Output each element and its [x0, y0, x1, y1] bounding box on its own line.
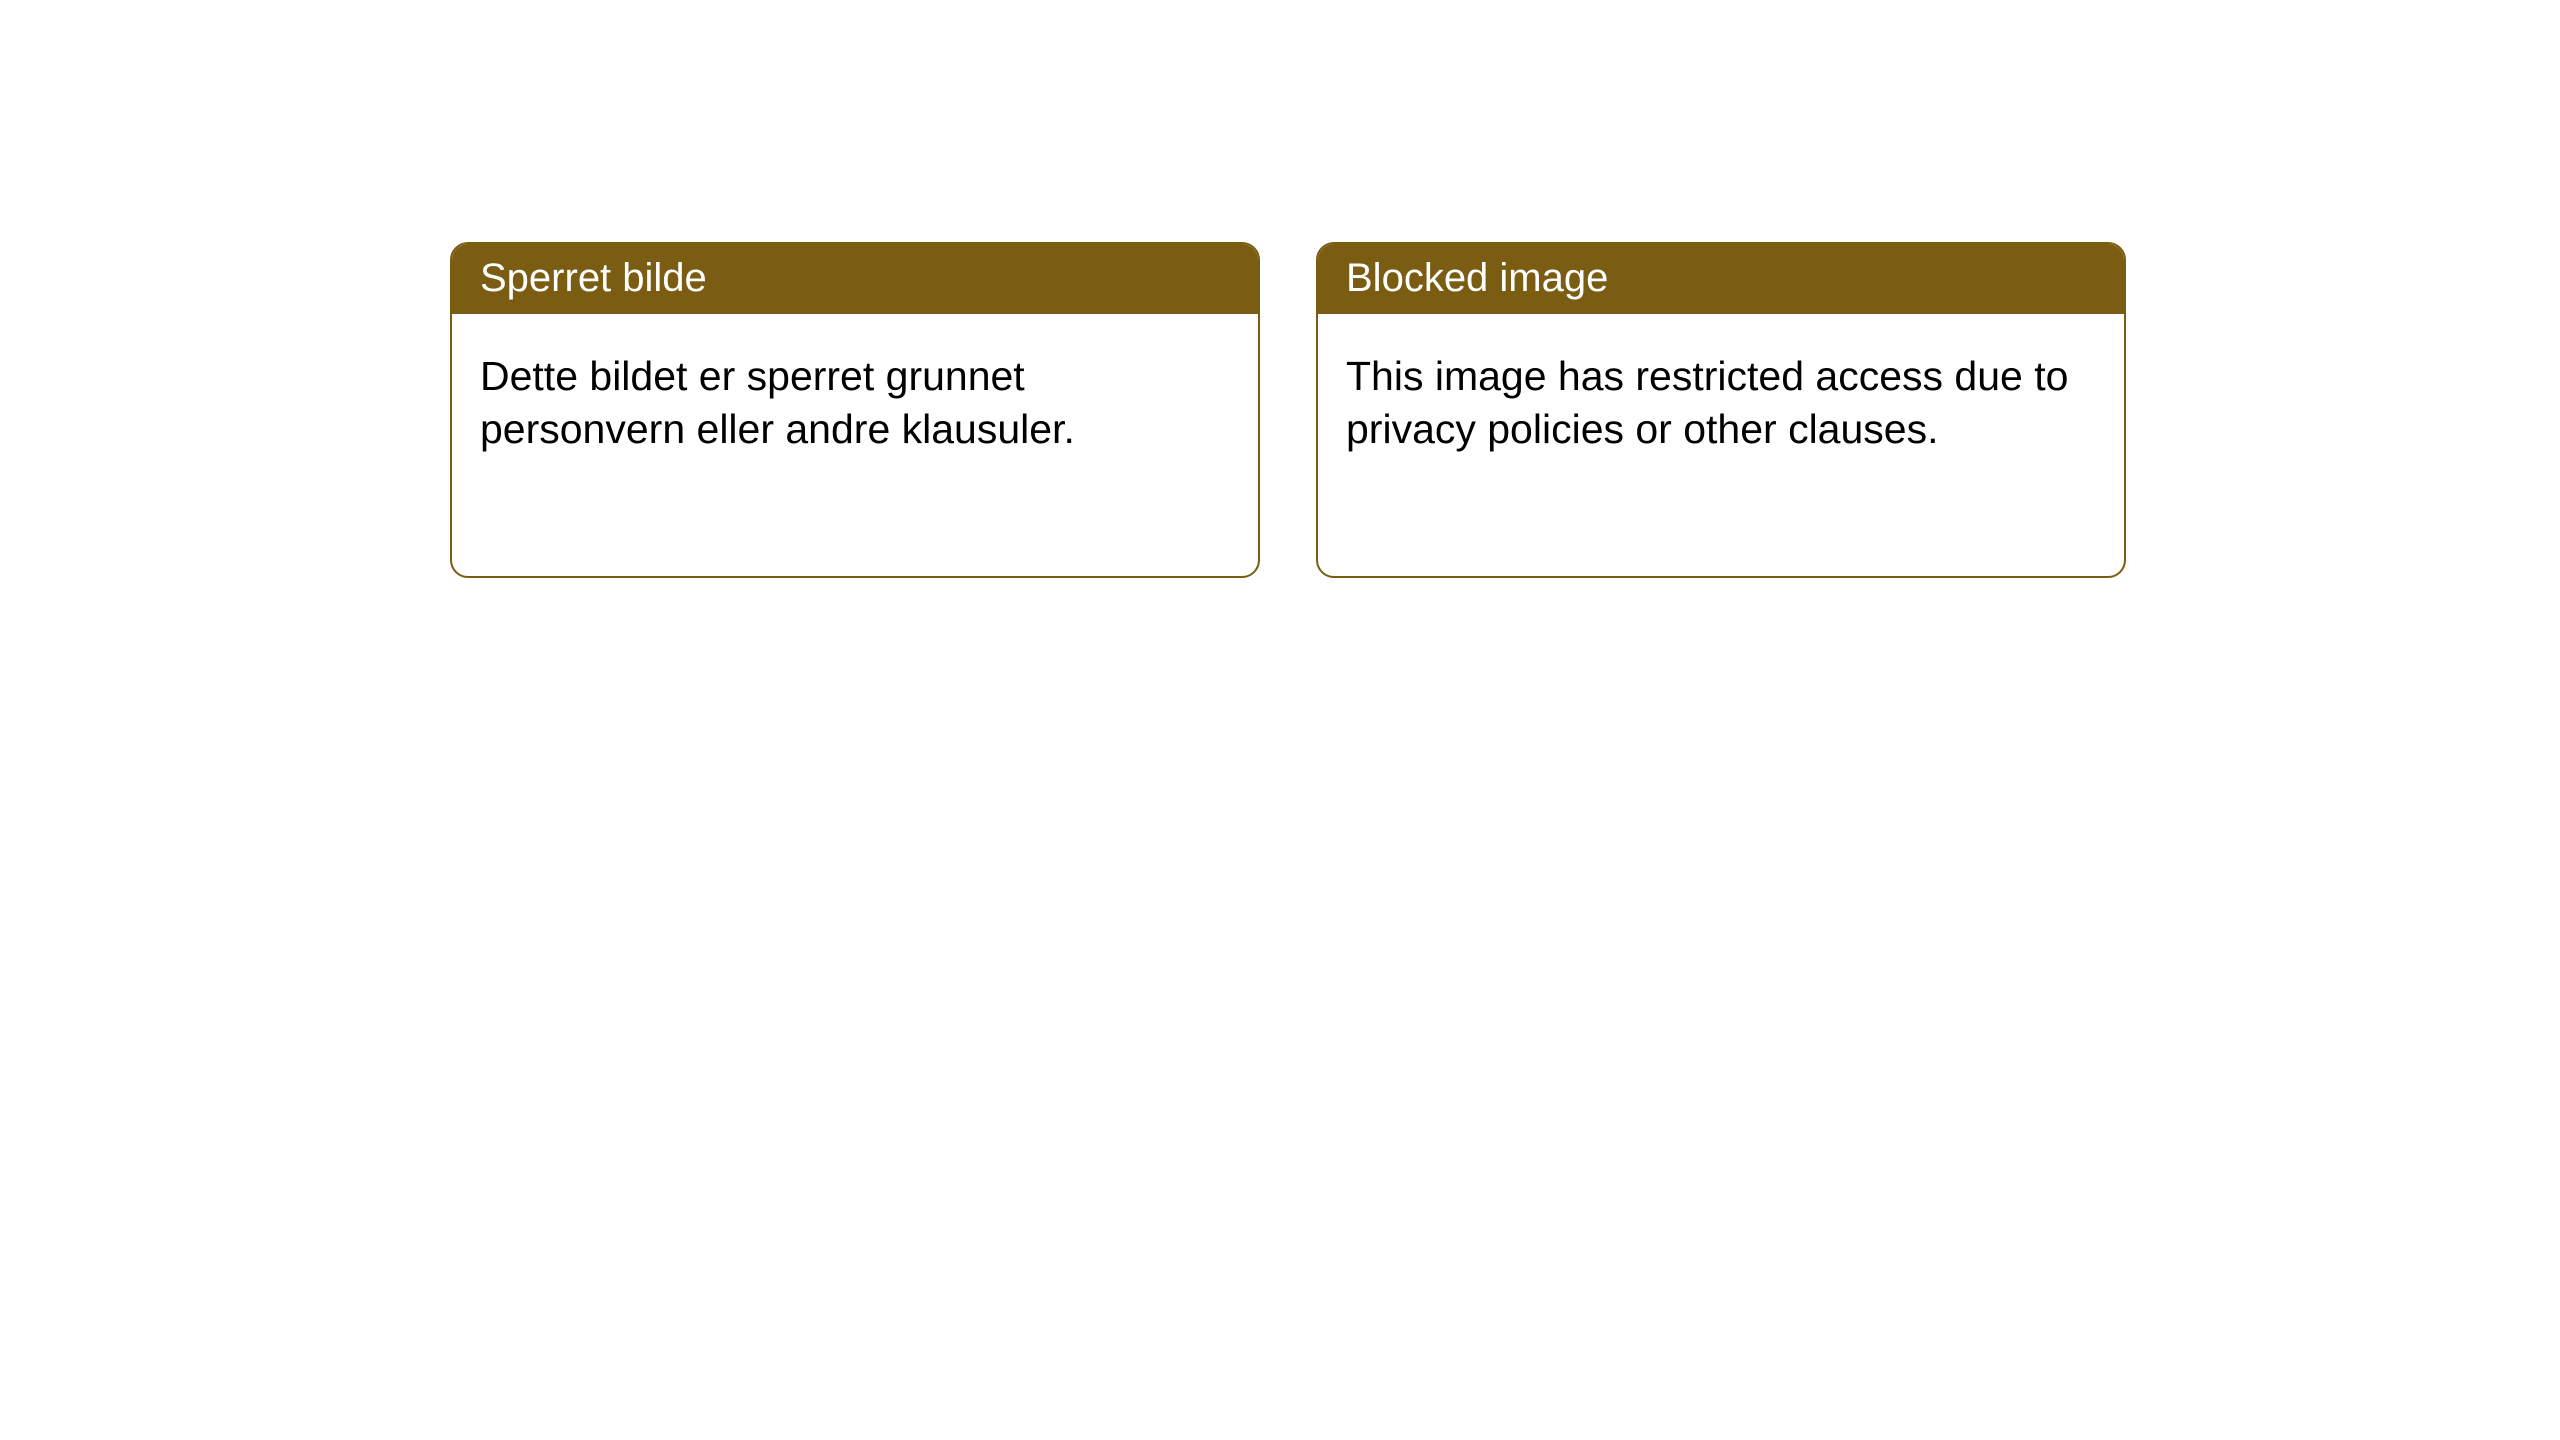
notice-body: This image has restricted access due to …: [1318, 314, 2124, 485]
notice-card-norwegian: Sperret bilde Dette bildet er sperret gr…: [450, 242, 1260, 578]
notice-card-english: Blocked image This image has restricted …: [1316, 242, 2126, 578]
notice-body: Dette bildet er sperret grunnet personve…: [452, 314, 1258, 485]
notice-container: Sperret bilde Dette bildet er sperret gr…: [0, 0, 2560, 578]
notice-header: Blocked image: [1318, 244, 2124, 314]
notice-header: Sperret bilde: [452, 244, 1258, 314]
